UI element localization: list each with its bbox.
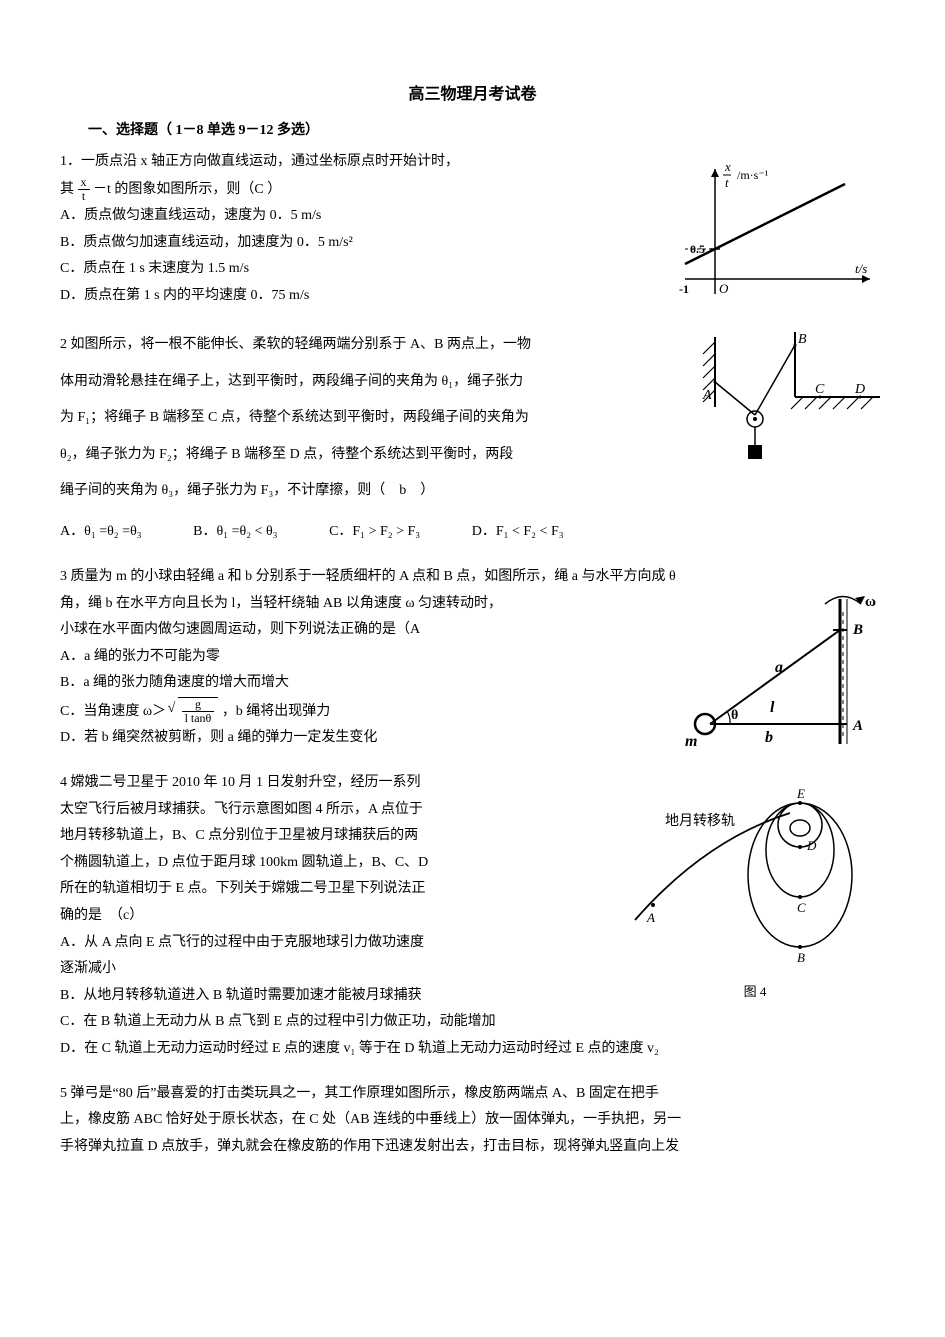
q1-opt-b: B．质点做匀加速直线运动，加速度为 0．5 m/s² [60,230,635,257]
question-5: 5 弹弓是“80 后”最喜爱的打击类玩具之一，其工作原理如图所示，橡皮筋两端点 … [60,1081,885,1161]
q4-opt-d: D．在 C 轨道上无动力运动时经过 E 点的速度 v₁ 等于在 D 轨道上无动力… [60,1036,885,1063]
ylabel-x: x [724,159,731,174]
question-3: θ ω B A a l b m 3 质量为 m 的小球由轻绳 a 和 b 分别系… [60,564,885,752]
ytick: 0.5 [690,242,705,256]
q4-stem-3: 地月转移轨道上，B、C 点分别位于卫星被月球捕获后的两 [60,823,615,850]
q1-opt-c: C．质点在 1 s 末速度为 1.5 m/s [60,256,635,283]
q5-stem-1: 5 弹弓是“80 后”最喜爱的打击类玩具之一，其工作原理如图所示，橡皮筋两端点 … [60,1081,885,1108]
q4-label-C: C [797,900,806,915]
q3-optc-post: ，b 绳将出现弹力 [222,704,331,719]
q4-stem-5: 所在的轨道相切于 E 点。下列关于嫦娥二号卫星下列说法正 [60,876,615,903]
q2-label-B: B [798,332,807,347]
xlabel: t/s [855,261,867,276]
q4-caption: 图 4 [625,980,885,1005]
q3-opt-a: A．a 绳的张力不可能为零 [60,644,635,671]
xtick-neg: -1 [679,282,689,296]
q1-opt-d: D．质点在第 1 s 内的平均速度 0．75 m/s [60,283,635,310]
q1-options: A．质点做匀速直线运动，速度为 0．5 m/s B．质点做匀加速直线运动，加速度… [60,203,635,309]
q3-label-a: a [775,659,783,676]
q3-frac-den: l tanθ [182,712,215,725]
q2-figure: A B C D [685,327,885,467]
q2-stem-1: 2 如图所示，将一根不能伸长、柔软的轻绳两端分别系于 A、B 两点上，一物 [60,327,675,363]
q4-label-E: E [796,786,805,801]
question-2: A B C D 2 如图所示，将一根不能伸长、柔软的轻绳两端分别系于 A、B 两… [60,327,885,546]
q2-label-A: A [702,388,712,403]
q2-opt-a: A．θ₁ =θ₂ =θ₃ [60,519,142,546]
page-title: 高三物理月考试卷 [60,80,885,110]
q2-opt-d: D．F₁ < F₂ < F₃ [472,519,564,546]
sqrt-icon: gl tanθ [178,697,219,726]
q3-opt-c: C．当角速度 ω＞ gl tanθ ，b 绳将出现弹力 [60,697,635,726]
q4-label-A: A [646,910,655,925]
q1-figure: x t /m·s⁻¹ 0.5 -1 O t/s [655,159,885,309]
q3-label-m: m [685,733,697,750]
q5-stem-3: 手将弹丸拉直 D 点放手，弹丸就会在橡皮筋的作用下迅速发射出去，打击目标，现将弹… [60,1134,885,1161]
origin: O [719,281,729,296]
q3-figure: θ ω B A a l b m [675,584,885,754]
q3-label-A: A [852,718,863,734]
section-heading: 一、选择题（ 1－8 单选 9－12 多选） [60,118,885,145]
q2-opt-c: C．F₁ > F₂ > F₃ [329,519,420,546]
q3-label-l: l [770,699,775,716]
q4-label-B: B [797,950,805,965]
q3-opt-d: D．若 b 绳突然被剪断，则 a 绳的弹力一定发生变化 [60,725,635,752]
q3-frac-num: g [182,698,215,712]
q1-opt-a: A．质点做匀速直线运动，速度为 0．5 m/s [60,203,635,230]
q3-label-B: B [852,622,863,638]
q2-label-C: C [815,382,825,397]
q3-label-b: b [765,729,773,746]
q4-stem-4: 个椭圆轨道上，D 点位于距月球 100km 圆轨道上，B、C、D [60,850,615,877]
question-4: A E D C B 地月转移轨 图 4 4 嫦娥二号卫星于 2010 年 10 … [60,770,885,1063]
q2-label-D: D [854,382,865,397]
q3-stem-2: 角，绳 b 在水平方向且长为 l，当轻杆绕轴 AB 以角速度 ω 匀速转动时， [60,591,635,618]
q3-stem-3: 小球在水平面内做匀速圆周运动，则下列说法正确的是（A [60,617,635,644]
q3-label-omega: ω [865,594,876,610]
q4-stem-6: 确的是 （c） [60,903,615,930]
q3-opt-b: B．a 绳的张力随角速度的增大而增大 [60,670,635,697]
q1-stem2-post: －t 的图象如图所示，则（C ） [93,181,281,196]
q1-stem-1: 1．一质点沿 x 轴正方向做直线运动，通过坐标原点时开始计时， [60,149,635,176]
q2-stem-4: θ₂，绳子张力为 F₂；将绳子 B 端移至 D 点，待整个系统达到平衡时，两段 [60,437,675,473]
yunit: /m·s⁻¹ [737,168,769,182]
q1-stem2-pre: 其 [60,181,74,196]
q4-opt-a1: A．从 A 点向 E 点飞行的过程中由于克服地球引力做功速度 [60,930,615,957]
q2-stem-3: 为 F₁；将绳子 B 端移至 C 点，待整个系统达到平衡时，两段绳子间的夹角为 [60,400,675,436]
question-1: x t /m·s⁻¹ 0.5 -1 O t/s 1．一质点沿 x 轴正方向做直线… [60,149,885,309]
q2-stem-5: 绳子间的夹角为 θ₃，绳子张力为 F₃，不计摩擦，则（ b ） [60,473,885,509]
frac-x-over-t: xt [78,176,90,203]
q4-label-D: D [806,838,817,853]
q4-opt-a2: 逐渐减小 [60,956,615,983]
ylabel-t: t [725,175,729,190]
q1-stem-2: 其 xt －t 的图象如图所示，则（C ） [60,176,635,204]
q4-figure: A E D C B 地月转移轨 图 4 [625,770,885,1005]
q4-orbit-label: 地月转移轨 [665,813,735,829]
q3-label-theta: θ [731,708,738,723]
q4-stem-2: 太空飞行后被月球捕获。飞行示意图如图 4 所示，A 点位于 [60,797,615,824]
q5-stem-2: 上，橡皮筋 ABC 恰好处于原长状态，在 C 处（AB 连线的中垂线上）放一固体… [60,1107,885,1134]
q3-options: A．a 绳的张力不可能为零 B．a 绳的张力随角速度的增大而增大 C．当角速度 … [60,644,635,752]
q2-options: A．θ₁ =θ₂ =θ₃ B．θ₁ =θ₂ < θ₃ C．F₁ > F₂ > F… [60,519,885,546]
q3-optc-pre: C．当角速度 ω＞ [60,704,166,719]
q2-opt-b: B．θ₁ =θ₂ < θ₃ [193,519,277,546]
q4-opt-c: C．在 B 轨道上无动力从 B 点飞到 E 点的过程中引力做正功，动能增加 [60,1009,885,1036]
q2-stem-2: 体用动滑轮悬挂在绳子上，达到平衡时，两段绳子间的夹角为 θ₁，绳子张力 [60,364,675,400]
q4-stem-1: 4 嫦娥二号卫星于 2010 年 10 月 1 日发射升空，经历一系列 [60,770,615,797]
